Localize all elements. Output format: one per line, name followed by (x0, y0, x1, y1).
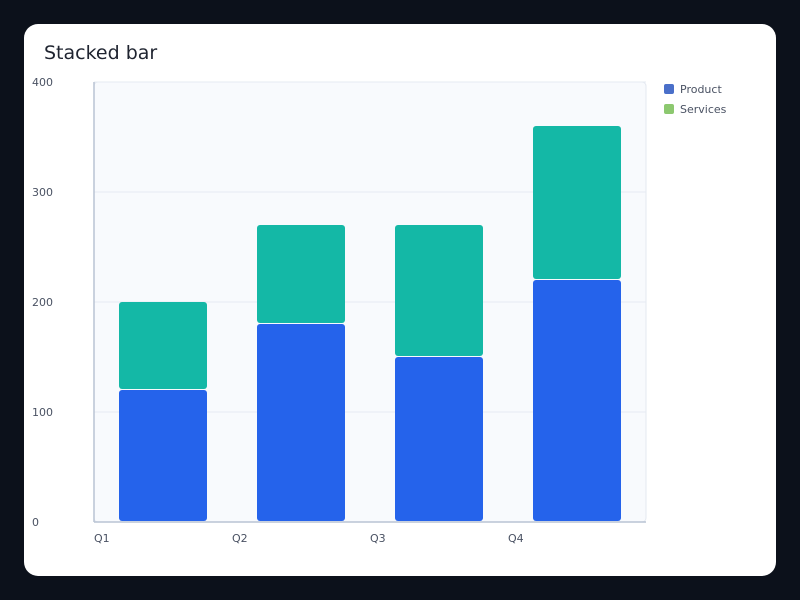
bar-services-q3 (395, 225, 483, 356)
chart-card: Stacked bar 0 100 200 300 400 Q1 Q2 Q3 Q4 Produ… (24, 24, 776, 576)
legend: Product Services (664, 83, 727, 116)
legend-label-product: Product (680, 83, 722, 96)
y-tick-label: 100 (32, 406, 53, 419)
x-tick-label: Q3 (370, 532, 386, 545)
bar-services-q4 (533, 126, 621, 279)
chart-title: Stacked bar (44, 42, 158, 64)
legend-label-services: Services (680, 103, 727, 116)
bar-product-q1 (119, 390, 207, 521)
y-tick-label: 0 (32, 516, 39, 529)
bar-services-q2 (257, 225, 345, 323)
stacked-bar-chart: 0 100 200 300 400 Q1 Q2 Q3 Q4 Product Services (32, 76, 727, 545)
legend-swatch-services (664, 104, 674, 114)
x-tick-label: Q4 (508, 532, 524, 545)
bar-services-q1 (119, 302, 207, 389)
y-tick-label: 200 (32, 296, 53, 309)
bar-product-q3 (395, 357, 483, 521)
legend-swatch-product (664, 84, 674, 94)
x-tick-labels: Q1 Q2 Q3 Q4 (94, 532, 524, 545)
x-tick-label: Q2 (232, 532, 248, 545)
y-tick-label: 400 (32, 76, 53, 89)
y-tick-label: 300 (32, 186, 53, 199)
y-tick-labels: 0 100 200 300 400 (32, 76, 53, 529)
bar-product-q2 (257, 324, 345, 521)
bar-product-q4 (533, 280, 621, 521)
x-tick-label: Q1 (94, 532, 110, 545)
bars-group (119, 126, 621, 521)
